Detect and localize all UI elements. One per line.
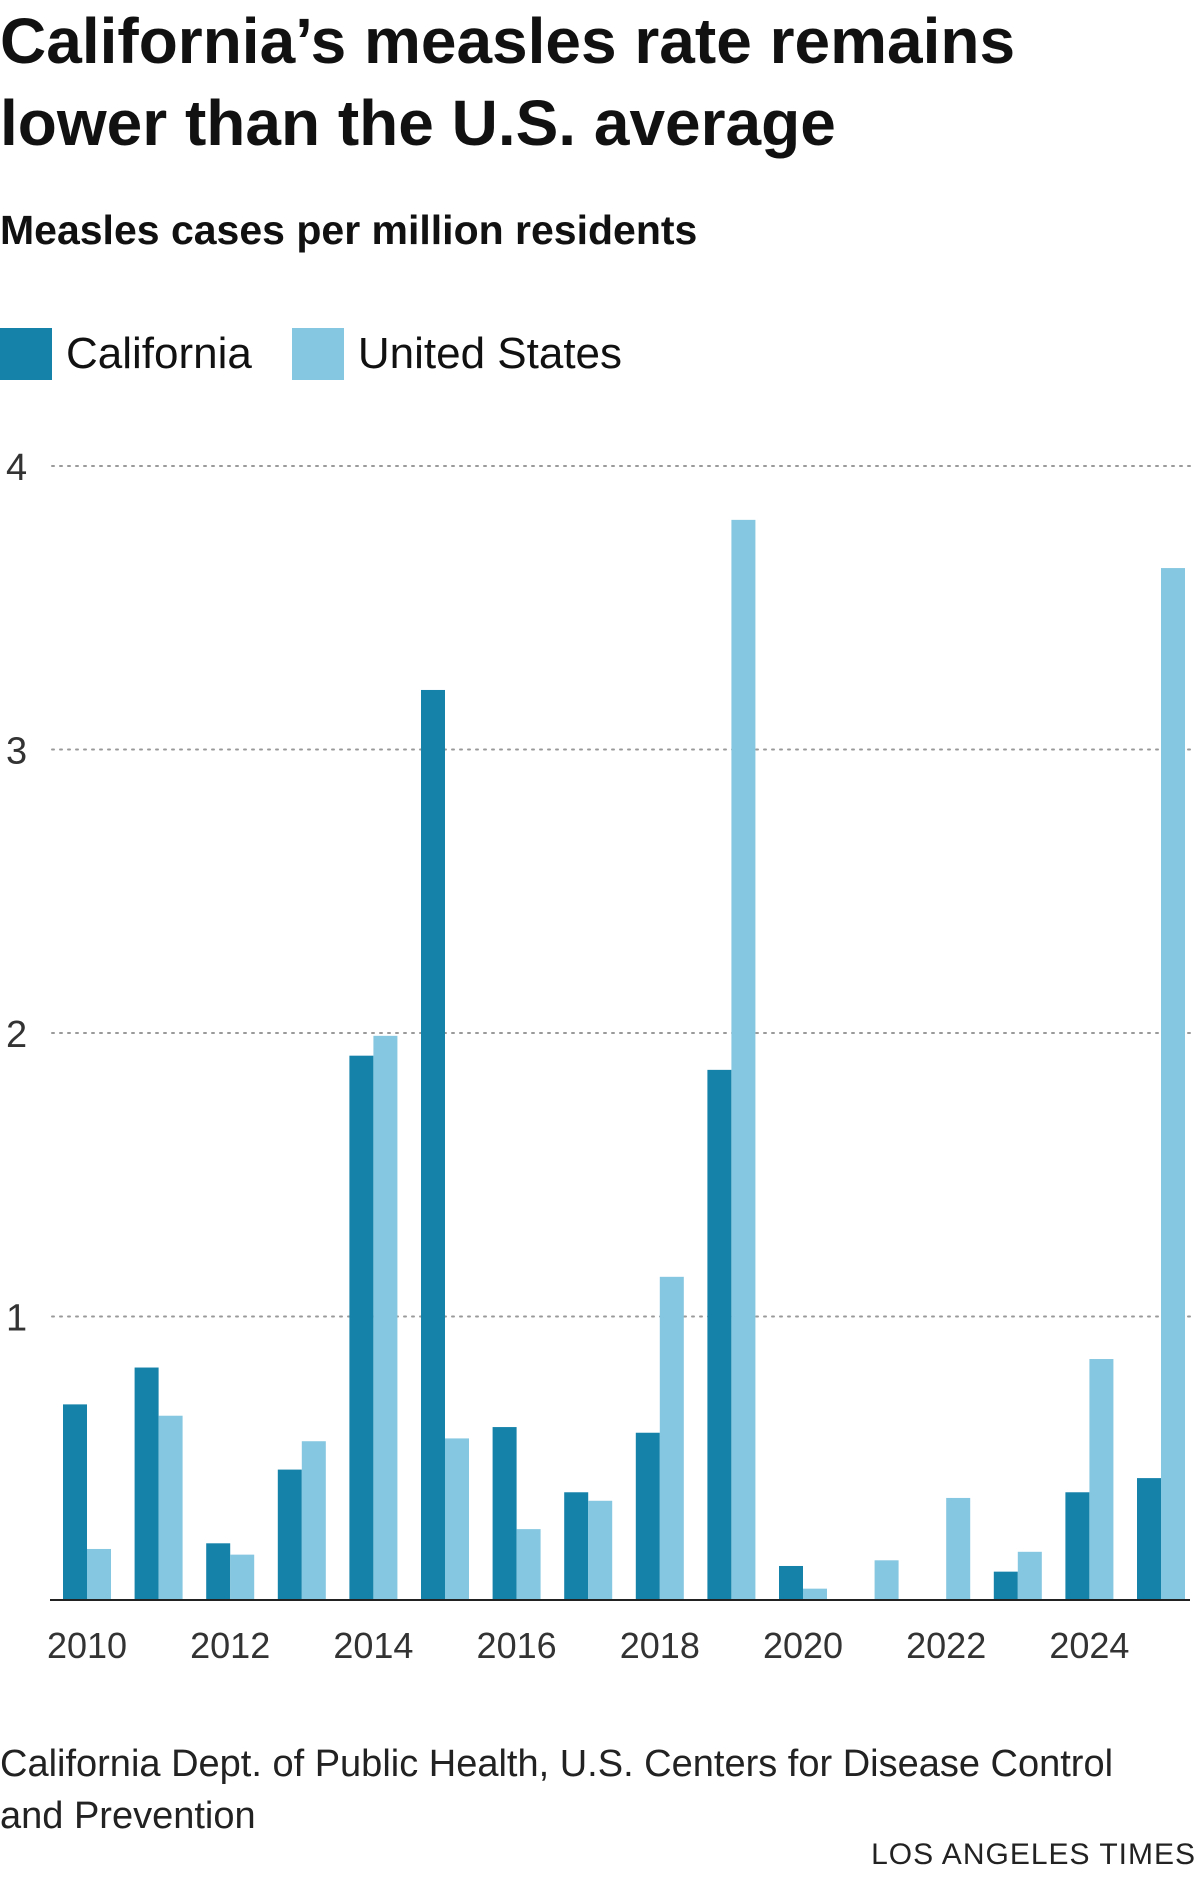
x-tick-label-2010: 2010 [47,1625,127,1666]
legend-item-united-states: United States [291,328,623,380]
chart-subtitle: Measles cases per million residents [0,207,698,253]
bar-united-states-2022 [946,1497,971,1600]
bar-california-2014 [349,1055,374,1600]
bar-united-states-2018 [659,1276,684,1600]
legend: California United States [0,326,662,382]
plot-area: 1 2 3 4 2010 2012 2014 2016 2018 2020 2022 2024 [6,447,1191,1666]
bar-california-2020 [779,1565,803,1600]
bar-california-2018 [635,1432,660,1600]
source-note: California Dept. of Public Health, U.S. … [0,1743,1114,1837]
bar-united-states-2015 [445,1438,469,1600]
bar-united-states-2012 [230,1554,255,1600]
y-tick-label-2: 2 [6,1014,27,1056]
bar-united-states-2020 [803,1588,827,1600]
legend-swatch-united-states [291,328,344,380]
bar-california-2010 [63,1404,87,1600]
x-tick-label-2012: 2012 [190,1625,270,1666]
x-tick-label-2014: 2014 [333,1625,413,1666]
bar-united-states-2024 [1089,1359,1114,1600]
bar-united-states-2023 [1017,1551,1042,1600]
legend-item-california: California [0,328,252,380]
bar-california-2016 [492,1427,517,1600]
bar-united-states-2011 [158,1415,183,1600]
y-tick-label-1: 1 [6,1298,27,1340]
bar-california-2013 [277,1469,302,1600]
bar-california-2023 [993,1571,1018,1600]
bar-united-states-2019 [731,519,756,1600]
bar-california-2025 [1137,1478,1161,1600]
bar-united-states-2021 [874,1560,899,1600]
bar-united-states-2017 [588,1500,613,1600]
bar-california-2011 [134,1367,159,1600]
chart-title: California’s measles rate remains lower … [0,5,1016,159]
bar-united-states-2016 [516,1529,541,1600]
bar-california-2015 [421,689,445,1600]
x-tick-label-2018: 2018 [620,1625,700,1666]
credit-line: LOS ANGELES TIMES [871,1838,1196,1871]
x-tick-label-2022: 2022 [906,1625,986,1666]
bar-united-states-2025 [1161,568,1185,1600]
x-tick-label-2020: 2020 [763,1625,843,1666]
legend-swatch-california [0,328,52,380]
bar-california-2017 [564,1492,589,1600]
bar-united-states-2010 [87,1548,111,1600]
bar-california-2024 [1065,1492,1090,1600]
y-tick-label-4: 4 [6,447,27,489]
x-tick-label-2024: 2024 [1049,1625,1129,1666]
bar-united-states-2014 [373,1035,398,1600]
x-tick-label-2016: 2016 [477,1625,557,1666]
bar-california-2019 [707,1069,732,1600]
bar-united-states-2013 [301,1441,326,1600]
bar-california-2012 [206,1543,231,1600]
legend-label-united-states: United States [357,329,623,378]
y-tick-label-3: 3 [6,731,27,773]
legend-label-california: California [66,329,252,378]
